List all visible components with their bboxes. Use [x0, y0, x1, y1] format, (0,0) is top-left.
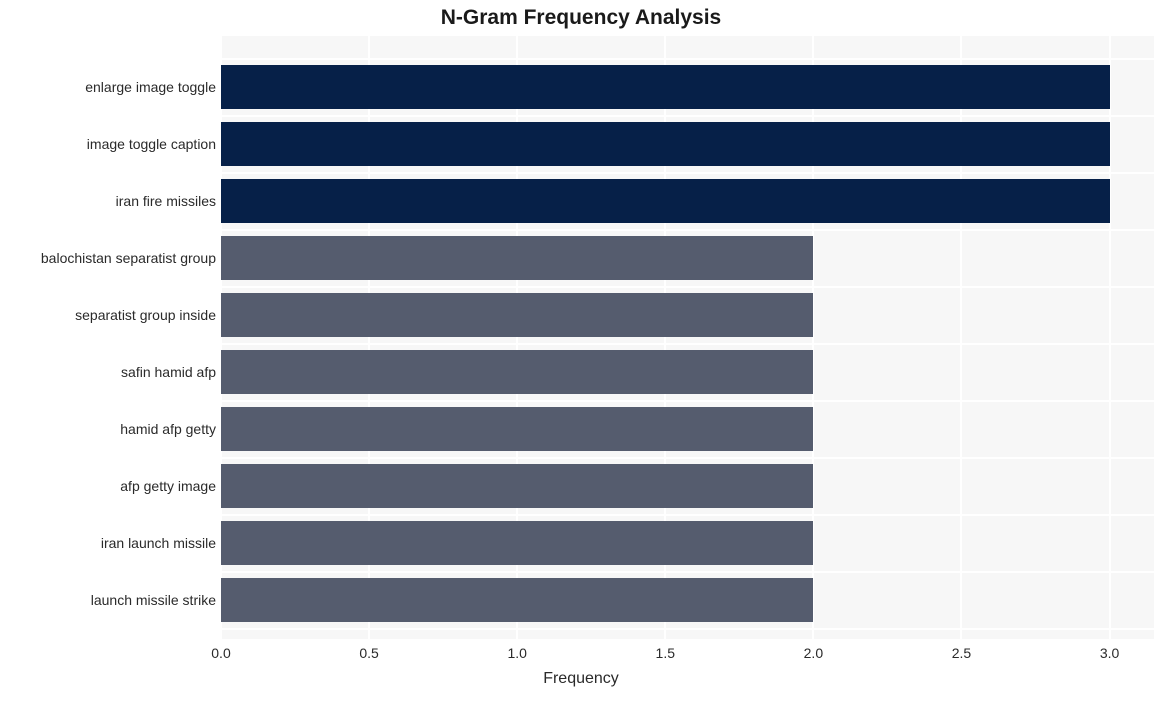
y-tick-label: image toggle caption: [2, 137, 216, 151]
row-separator: [221, 343, 1154, 345]
row-separator: [221, 286, 1154, 288]
row-separator: [221, 172, 1154, 174]
x-tick-label: 0.5: [359, 645, 378, 661]
bar: [221, 122, 1110, 166]
bar: [221, 236, 813, 280]
row-separator: [221, 229, 1154, 231]
y-tick-label: safin hamid afp: [2, 365, 216, 379]
bar: [221, 293, 813, 337]
bar: [221, 350, 813, 394]
y-tick-label: afp getty image: [2, 479, 216, 493]
x-tick-label: 3.0: [1100, 645, 1119, 661]
chart-title: N-Gram Frequency Analysis: [0, 6, 1162, 30]
y-tick-label: launch missile strike: [2, 593, 216, 607]
y-tick-label: separatist group inside: [2, 308, 216, 322]
x-tick-label: 0.0: [211, 645, 230, 661]
y-tick-label: hamid afp getty: [2, 422, 216, 436]
x-tick-label: 1.0: [507, 645, 526, 661]
bar: [221, 521, 813, 565]
bar: [221, 464, 813, 508]
x-tick-label: 2.5: [952, 645, 971, 661]
bar: [221, 407, 813, 451]
bar: [221, 179, 1110, 223]
row-separator: [221, 400, 1154, 402]
bar: [221, 578, 813, 622]
plot-area: [221, 36, 1154, 639]
y-tick-label: balochistan separatist group: [2, 251, 216, 265]
chart-container: N-Gram Frequency Analysis Frequency enla…: [0, 0, 1162, 701]
row-separator: [221, 571, 1154, 573]
x-tick-label: 2.0: [804, 645, 823, 661]
row-separator: [221, 58, 1154, 60]
row-separator: [221, 115, 1154, 117]
x-axis-label: Frequency: [0, 670, 1162, 688]
bar: [221, 65, 1110, 109]
row-separator: [221, 514, 1154, 516]
y-tick-label: iran launch missile: [2, 536, 216, 550]
row-separator: [221, 457, 1154, 459]
x-tick-label: 1.5: [656, 645, 675, 661]
row-separator: [221, 628, 1154, 630]
y-tick-label: enlarge image toggle: [2, 80, 216, 94]
y-tick-label: iran fire missiles: [2, 194, 216, 208]
